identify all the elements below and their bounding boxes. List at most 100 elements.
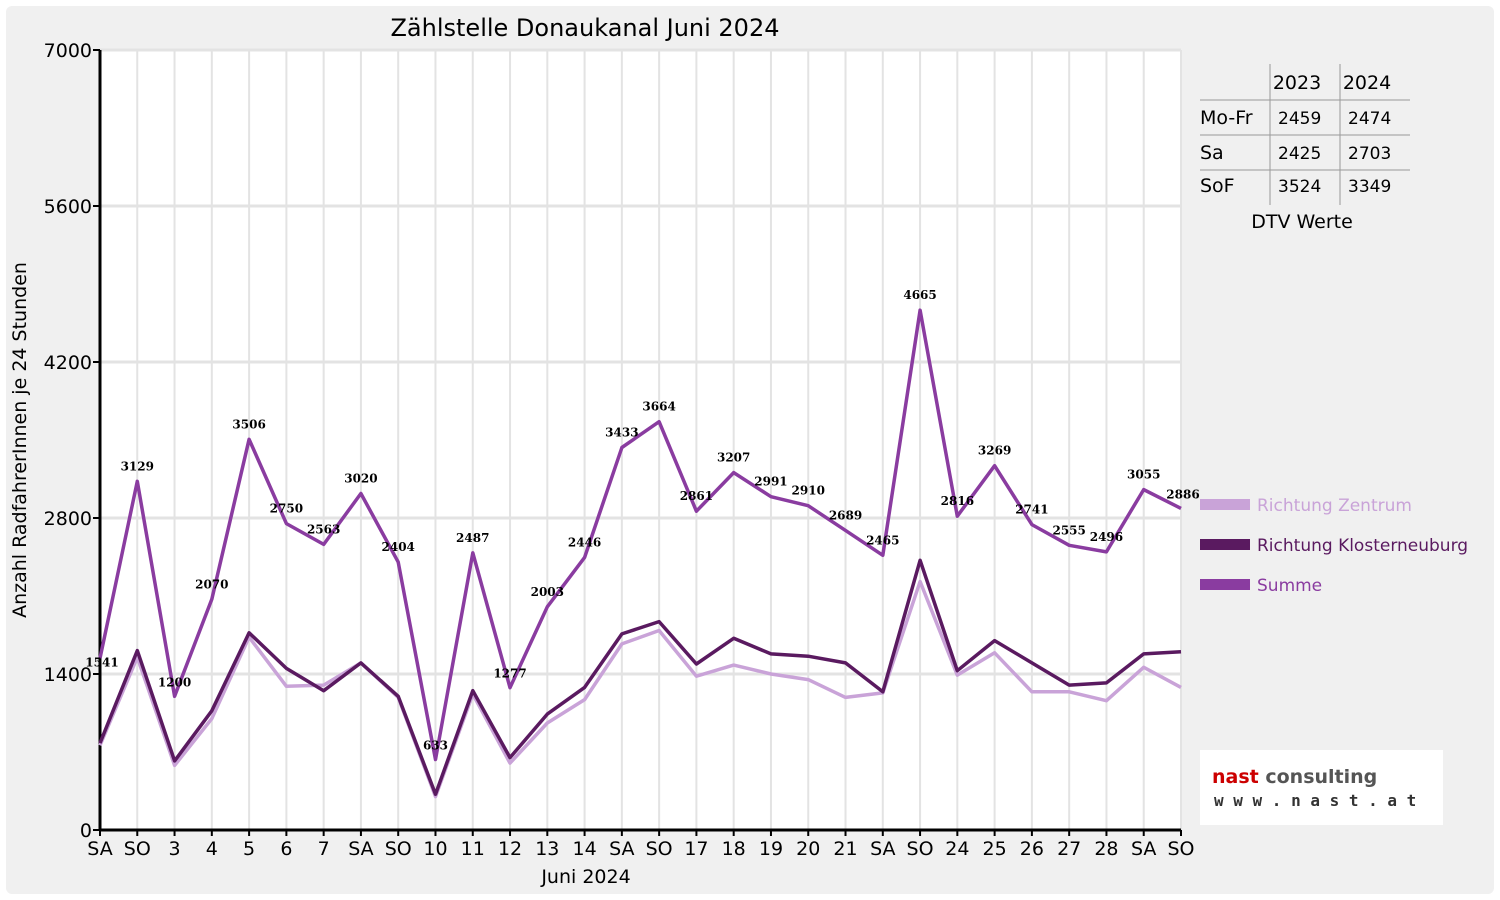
svg-text:nast consulting: nast consulting [1212, 766, 1377, 788]
x-tick-label: 4 [206, 838, 218, 860]
dtv-cell: 2425 [1278, 144, 1321, 164]
x-tick-label: 18 [722, 838, 746, 860]
data-label: 2496 [1090, 530, 1123, 544]
y-tick-label: 5600 [44, 196, 92, 218]
x-tick-label: SO [646, 838, 673, 860]
logo-name-part1: nast [1212, 766, 1259, 788]
data-label: 1541 [85, 655, 118, 669]
x-tick-label: SO [1167, 838, 1194, 860]
data-label: 2910 [792, 484, 825, 498]
nast-consulting-logo: nast consulting w w w . n a s t . a t [1200, 750, 1443, 825]
x-tick-label: 7 [318, 838, 330, 860]
dtv-col-2023: 2023 [1273, 72, 1321, 94]
data-label: 3269 [978, 444, 1011, 458]
x-tick-label: 21 [833, 838, 857, 860]
y-tick-label: 2800 [44, 508, 92, 530]
y-tick-label: 1400 [44, 664, 92, 686]
series-line-1 [98, 579, 1182, 799]
data-label: 2741 [1015, 503, 1048, 517]
data-label: 2404 [382, 540, 415, 554]
x-tick-label: 19 [759, 838, 783, 860]
y-tick-label: 0 [80, 820, 92, 842]
x-tick-label: 26 [1020, 838, 1044, 860]
x-tick-label: SO [385, 838, 412, 860]
data-label: 3055 [1127, 468, 1160, 482]
data-label: 2446 [568, 535, 601, 549]
legend-swatch [1200, 579, 1250, 590]
data-label: 4665 [903, 288, 936, 302]
data-labels: 1541 3129 1200 2070 3506 2750 2563 3020 2404 633 2… [85, 288, 1199, 752]
data-label: 2003 [531, 585, 564, 599]
legend-swatch [1200, 539, 1250, 550]
data-label: 3207 [717, 451, 750, 465]
data-label: 2886 [1166, 487, 1199, 501]
data-label: 3506 [232, 417, 265, 431]
dtv-cell: 2703 [1348, 144, 1391, 164]
legend-label: Summe [1257, 576, 1322, 596]
y-axis-label: Anzahl RadfahrerInnen je 24 Stunden [9, 262, 31, 618]
y-tick-label: 7000 [44, 40, 92, 62]
x-tick-label: 10 [423, 838, 447, 860]
x-tick-labels: SA SO 3 4 5 6 7 SA SO 10 11 12 13 14 SA SO 17 18 19 20 21 SA S… [87, 838, 1194, 860]
x-tick-label: 6 [280, 838, 292, 860]
chart-title: Zählstelle Donaukanal Juni 2024 [390, 14, 779, 42]
x-tick-label: 24 [945, 838, 969, 860]
data-label: 2750 [270, 502, 303, 516]
data-label: 2465 [866, 533, 899, 547]
series-line-2 [98, 558, 1182, 797]
x-tick-label: SA [348, 838, 373, 860]
dtv-cell: 2459 [1278, 109, 1321, 129]
x-tick-label: 5 [243, 838, 255, 860]
legend-label: Richtung Zentrum [1257, 496, 1412, 516]
x-tick-label: 12 [498, 838, 522, 860]
x-tick-label: 17 [684, 838, 708, 860]
data-label: 2816 [941, 494, 974, 508]
dtv-cell: 3524 [1278, 177, 1321, 197]
series-lines [98, 308, 1182, 799]
data-label: 3020 [344, 471, 377, 485]
x-tick-label: 14 [572, 838, 596, 860]
legend-label: Richtung Klosterneuburg [1257, 536, 1468, 556]
x-tick-label: 28 [1094, 838, 1118, 860]
axes [93, 49, 1182, 836]
x-tick-label: 25 [983, 838, 1007, 860]
x-tick-label: 13 [535, 838, 559, 860]
dtv-row-label: SoF [1200, 175, 1235, 197]
data-label: 2563 [307, 522, 340, 536]
y-tick-label: 4200 [44, 352, 92, 374]
plot-area [100, 50, 1181, 830]
data-label: 1200 [158, 675, 191, 689]
x-tick-label: 3 [169, 838, 181, 860]
logo-url: w w w . n a s t . a t [1214, 791, 1416, 810]
data-label: 2861 [680, 489, 713, 503]
dtv-row-label: Mo-Fr [1200, 107, 1253, 129]
dtv-cell: 2474 [1348, 109, 1391, 129]
data-label: 633 [423, 738, 448, 752]
x-tick-label: SA [870, 838, 895, 860]
logo-name-part2: consulting [1259, 766, 1378, 788]
dtv-caption: DTV Werte [1251, 211, 1353, 233]
x-tick-label: SA [87, 838, 112, 860]
dtv-row-label: Sa [1200, 142, 1224, 164]
x-tick-label: SA [609, 838, 634, 860]
x-tick-label: SO [124, 838, 151, 860]
data-label: 3129 [121, 459, 154, 473]
data-label: 2555 [1052, 523, 1085, 537]
data-label: 2070 [195, 577, 228, 591]
gridlines [100, 48, 1182, 830]
x-tick-label: 20 [796, 838, 820, 860]
x-tick-label: SO [907, 838, 934, 860]
data-label: 1277 [493, 667, 526, 681]
series-line-3 [98, 308, 1182, 762]
x-tick-label: SA [1131, 838, 1156, 860]
data-label: 3664 [642, 400, 675, 414]
x-axis-label: Juni 2024 [540, 866, 630, 888]
x-tick-label: 27 [1057, 838, 1081, 860]
dtv-table: 2023 2024 Mo-Fr 2459 2474 Sa 2425 2703 S… [1200, 64, 1410, 233]
dtv-col-2024: 2024 [1343, 72, 1391, 94]
legend: Richtung Zentrum Richtung Klosterneuburg S… [1200, 496, 1468, 596]
data-label: 2991 [754, 475, 787, 489]
data-label: 3433 [605, 425, 638, 439]
legend-swatch [1200, 499, 1250, 510]
